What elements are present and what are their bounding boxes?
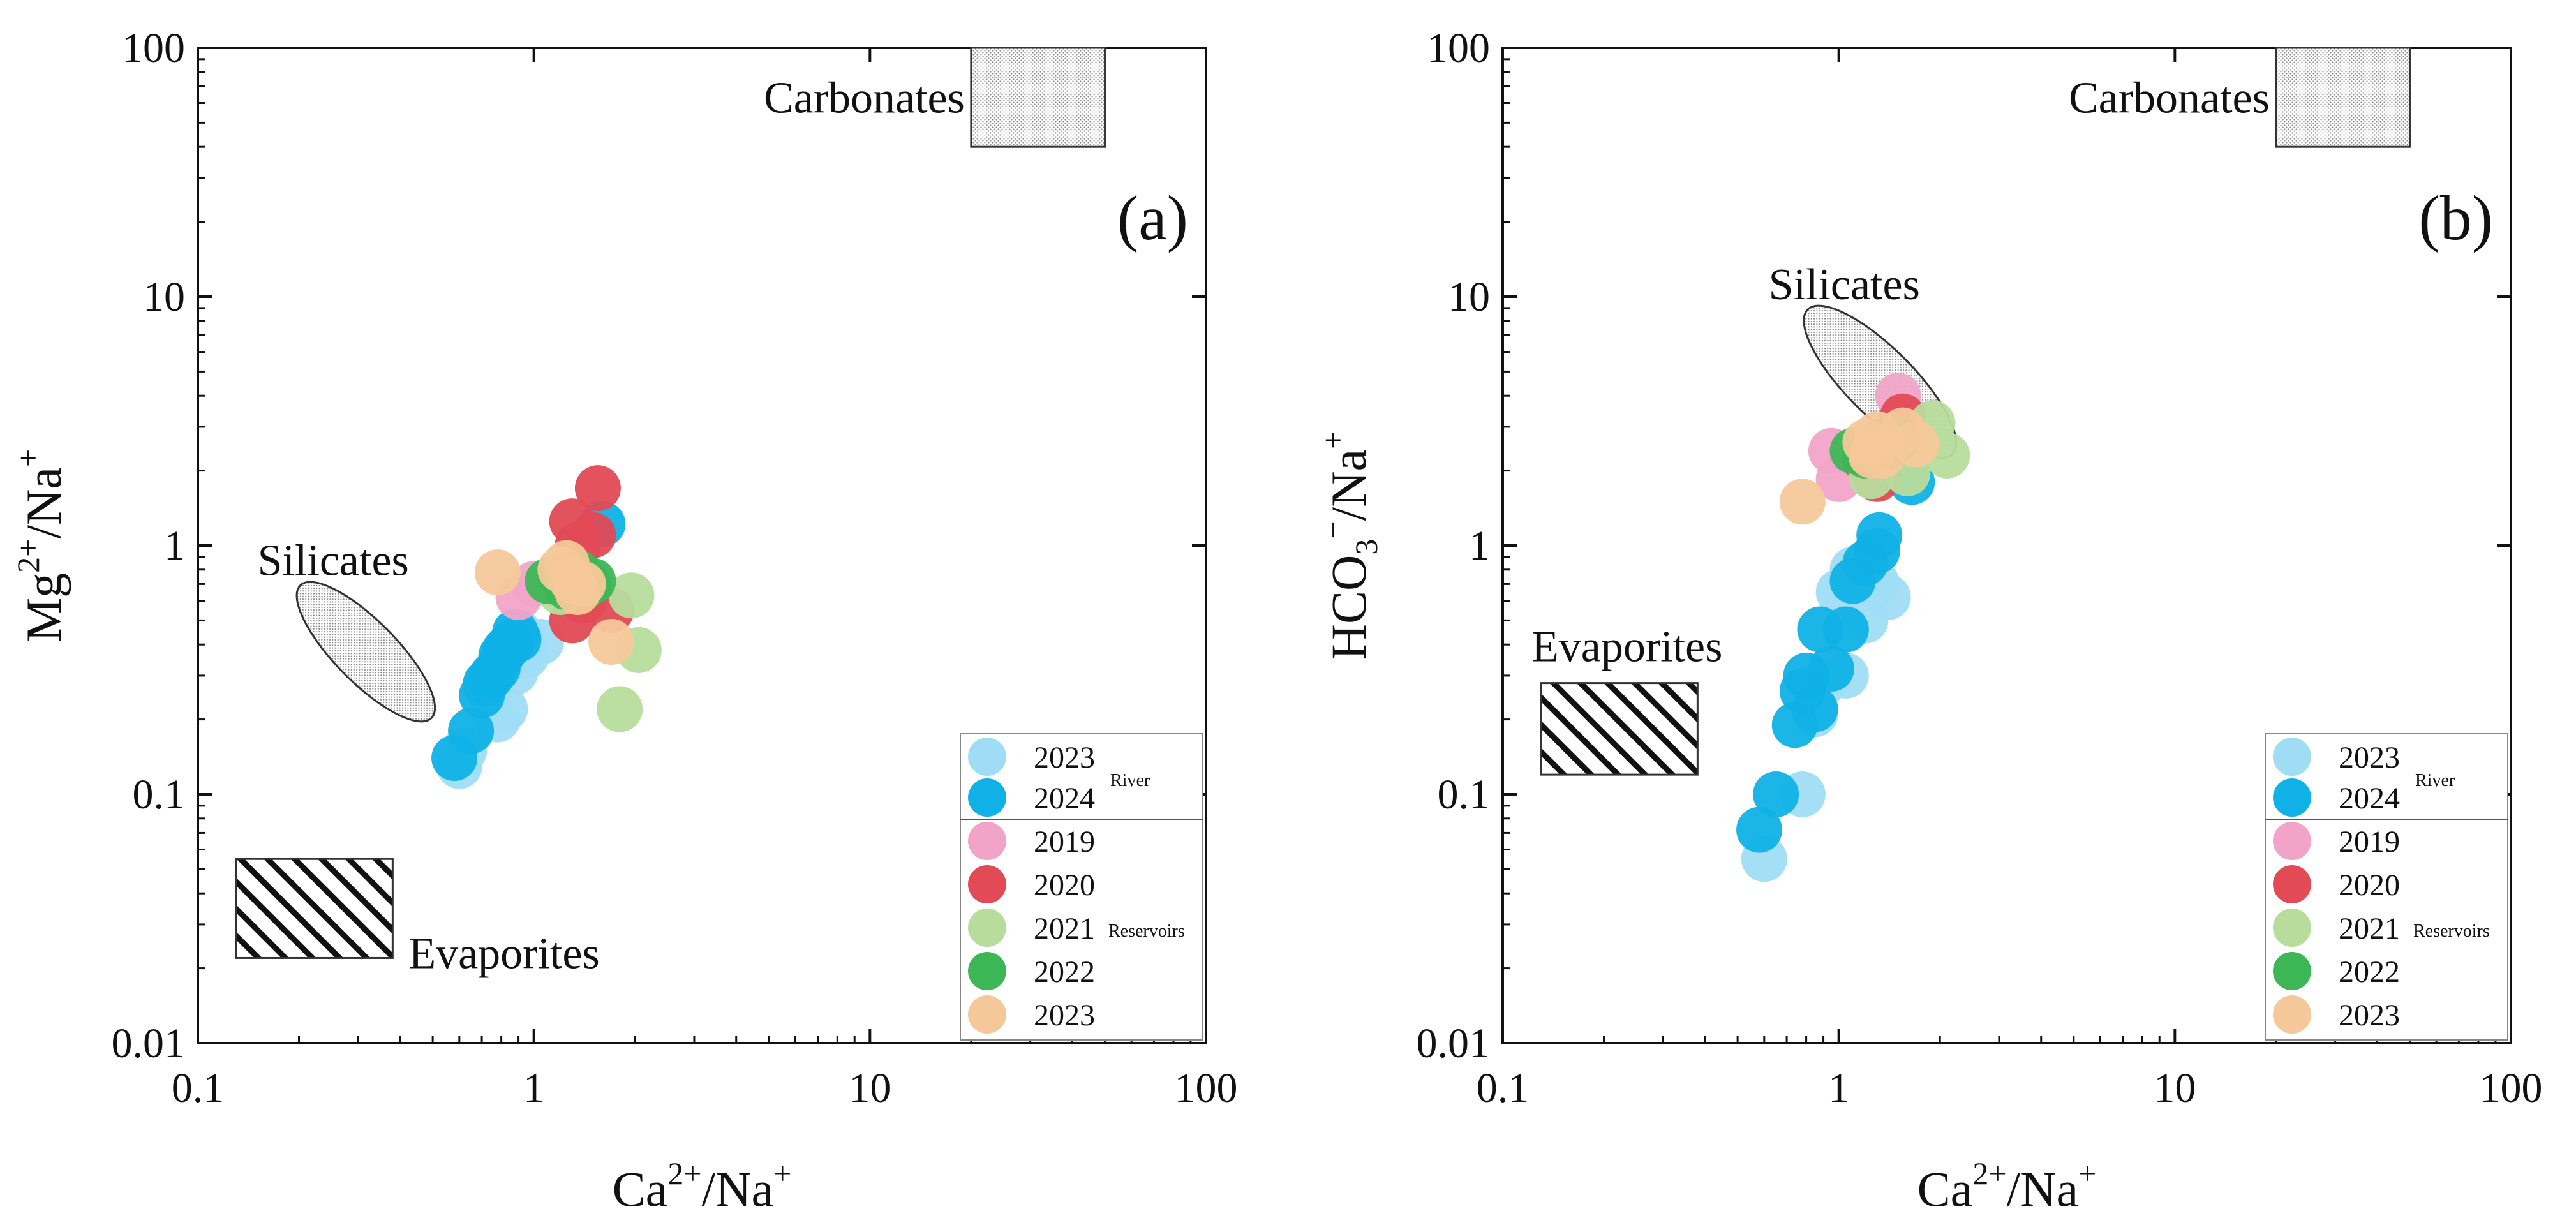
region-evaporites	[1540, 682, 1699, 776]
x-axis-title: Ca2+/Na+	[613, 1155, 792, 1217]
x-axis-title: Ca2+/Na+	[1917, 1155, 2097, 1217]
y-tick-label: 1	[164, 523, 185, 569]
x-tick-label: 1	[1828, 1065, 1849, 1111]
y-tick-label: 10	[143, 274, 185, 320]
data-point	[448, 708, 495, 754]
legend-group-river: River	[2415, 771, 2455, 791]
y-tick-label: 0.01	[1417, 1020, 1491, 1067]
x-tick-label: 1	[523, 1065, 544, 1111]
y-tick-label: 1	[1469, 523, 1490, 569]
region-carbonates	[2275, 47, 2411, 148]
data-point	[555, 568, 601, 615]
data-point	[474, 549, 521, 596]
legend-label: 2019	[2339, 825, 2400, 859]
x-tick-label: 100	[2480, 1065, 2543, 1111]
legend-marker	[2273, 865, 2311, 903]
legend-marker	[2273, 778, 2311, 817]
legend-label: 2021	[1034, 912, 1095, 946]
y-tick-label: 0.1	[1438, 771, 1491, 818]
data-point	[1736, 806, 1783, 853]
legend-group-reservoirs: Reservoirs	[1108, 921, 1185, 941]
legend-label: 2019	[1034, 825, 1095, 859]
panel-tag: (a)	[1117, 182, 1188, 253]
legend-group-river: River	[1110, 771, 1150, 791]
legend-label: 2023	[2339, 741, 2400, 775]
data-point	[1792, 686, 1838, 732]
legend-label: 2024	[1034, 782, 1095, 815]
legend-marker	[968, 865, 1006, 903]
legend-label: 2023	[1034, 741, 1095, 775]
legend-label: 2023	[2339, 999, 2400, 1032]
region-evaporites	[235, 858, 394, 959]
region-carbonates	[970, 47, 1106, 148]
data-point	[597, 686, 643, 732]
legend-label: 2022	[2339, 955, 2400, 989]
region-silicates	[295, 581, 436, 723]
legend-label: 2023	[1034, 999, 1095, 1032]
legend-marker	[2273, 738, 2311, 776]
legend-marker	[968, 909, 1006, 947]
data-point	[1808, 645, 1854, 692]
y-tick-label: 10	[1448, 274, 1490, 320]
legend-marker	[968, 952, 1006, 990]
legend-marker	[2273, 952, 2311, 990]
legend-label: 2024	[2339, 782, 2400, 815]
legend-marker	[2273, 909, 2311, 947]
region-label-silicates: Silicates	[1769, 260, 1920, 309]
legend: 2023 2024 2019 2020 2021 2022 2023 River Reservo…	[2265, 733, 2508, 1041]
region-label-silicates: Silicates	[258, 536, 409, 585]
y-tick-label: 0.01	[112, 1020, 186, 1067]
y-axis-title: Mg2+/Na+	[10, 449, 71, 642]
data-point	[1779, 479, 1826, 525]
data-point	[492, 609, 539, 655]
region-label-evaporites: Evaporites	[408, 929, 599, 978]
x-tick-label: 10	[849, 1065, 891, 1111]
data-point	[1856, 512, 1903, 558]
x-tick-label: 100	[1175, 1065, 1238, 1111]
panel-b: 0.1 1 10 1000.010.1110100Ca2+/Na+HCO3−/Na+(…	[1315, 25, 2543, 1217]
data-point	[608, 572, 655, 619]
legend-group-reservoirs: Reservoirs	[2413, 921, 2490, 941]
data-point	[1848, 432, 1895, 479]
legend-marker	[968, 995, 1006, 1034]
legend-label: 2020	[1034, 868, 1095, 902]
legend-label: 2020	[2339, 868, 2400, 902]
y-tick-label: 0.1	[133, 771, 186, 818]
legend: 2023 2024 2019 2020 2021 2022 2023 River Reservo…	[960, 733, 1203, 1041]
panel-a: 0.1 1 10 1000.010.1110100Ca2+/Na+Mg2+/Na+(a…	[10, 25, 1238, 1217]
legend-label: 2021	[2339, 912, 2400, 946]
x-tick-label: 0.1	[1477, 1065, 1530, 1111]
data-point	[1753, 771, 1799, 817]
data-point	[1822, 606, 1869, 653]
data-point	[588, 619, 635, 665]
region-label-carbonates: Carbonates	[2069, 74, 2270, 123]
x-tick-label: 0.1	[172, 1065, 225, 1111]
y-tick-label: 100	[122, 25, 185, 71]
legend-label: 2022	[1034, 955, 1095, 989]
data-point	[574, 465, 621, 512]
x-tick-label: 10	[2154, 1065, 2196, 1111]
region-label-carbonates: Carbonates	[764, 74, 965, 123]
legend-marker	[2273, 995, 2311, 1034]
legend-marker	[968, 822, 1006, 860]
region-label-evaporites: Evaporites	[1531, 623, 1722, 672]
legend-marker	[2273, 822, 2311, 860]
y-tick-label: 100	[1427, 25, 1490, 71]
legend-marker	[968, 738, 1006, 776]
legend-marker	[968, 778, 1006, 817]
panel-tag: (b)	[2418, 182, 2493, 253]
y-axis-title: HCO3−/Na+	[1315, 431, 1384, 660]
